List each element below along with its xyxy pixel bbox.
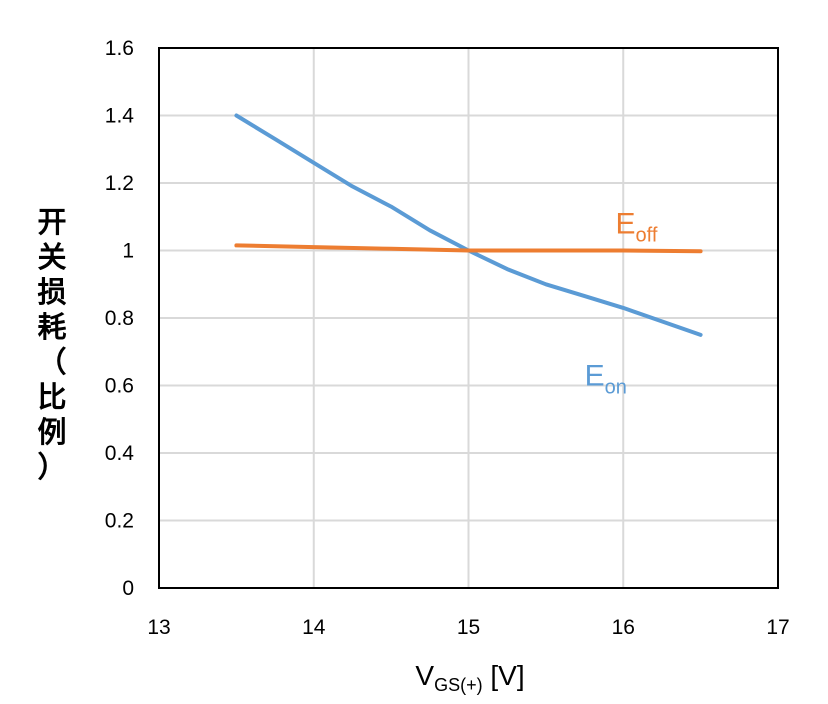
grid-lines bbox=[158, 47, 779, 589]
y-axis-label-char: 损 bbox=[37, 275, 67, 309]
y-axis-label-char: （ bbox=[37, 345, 67, 379]
y-tick-label: 0.6 bbox=[105, 375, 134, 398]
y-axis-label-char: 关 bbox=[37, 240, 67, 274]
y-tick-label: 0.4 bbox=[105, 442, 135, 465]
y-tick-label: 1.4 bbox=[105, 105, 135, 128]
x-axis-label-sub: GS(+) bbox=[434, 675, 483, 695]
y-axis-label-char: 比 bbox=[37, 380, 67, 414]
x-tick-label: 16 bbox=[612, 616, 635, 639]
y-axis-label: 开关损耗（比例） bbox=[30, 205, 74, 485]
x-tick-label: 15 bbox=[457, 616, 480, 639]
y-axis-label-char: 开 bbox=[37, 205, 67, 239]
series-layer bbox=[234, 113, 703, 337]
x-tick-label: 13 bbox=[147, 616, 170, 639]
y-tick-label: 1.2 bbox=[105, 172, 134, 195]
y-tick-labels: 0 0.2 0.4 0.6 0.8 1 1.2 1.4 1.6 bbox=[105, 37, 135, 600]
x-tick-label: 17 bbox=[766, 616, 789, 639]
x-tick-label: 14 bbox=[302, 616, 326, 639]
y-axis-label-char: 耗 bbox=[37, 310, 67, 344]
x-tick-labels: 13 14 15 16 17 bbox=[147, 616, 789, 639]
series-labels: Eon Eoff bbox=[585, 208, 658, 399]
y-tick-label: 1 bbox=[122, 240, 134, 263]
y-tick-label: 1.6 bbox=[105, 37, 134, 60]
y-axis-label-char: ） bbox=[37, 450, 67, 484]
series-label-off: Eoff bbox=[616, 208, 658, 247]
y-tick-label: 0 bbox=[122, 577, 134, 600]
series-line-off bbox=[234, 243, 703, 254]
series-label-on: Eon bbox=[585, 360, 627, 399]
y-axis-label-char: 例 bbox=[37, 415, 67, 449]
x-axis-label: VGS(+) [V] bbox=[415, 660, 524, 695]
x-axis-label-unit: [V] bbox=[483, 660, 525, 691]
x-axis-label-main: V bbox=[415, 660, 434, 691]
plot-frame bbox=[158, 47, 779, 589]
y-tick-label: 0.8 bbox=[105, 307, 134, 330]
y-tick-label: 0.2 bbox=[105, 510, 134, 533]
